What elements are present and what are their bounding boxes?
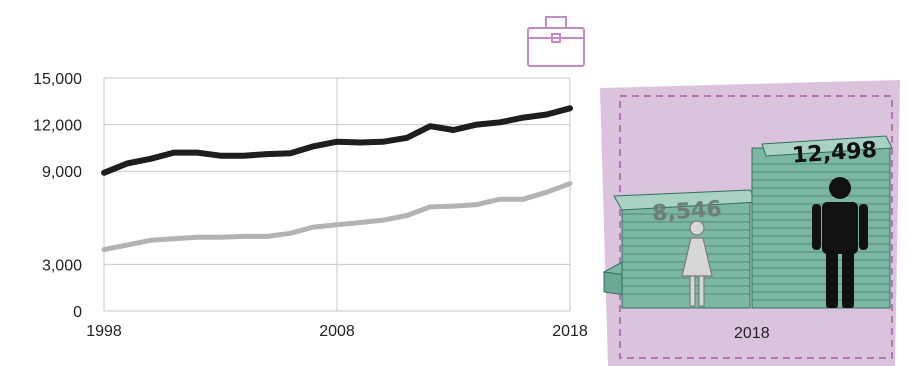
men-value-label: 12,498 <box>791 138 877 169</box>
y-axis: 15,000 12,000 9,000 3,000 0 <box>33 71 82 321</box>
panel-dashed-border <box>619 95 893 359</box>
man-icon <box>812 177 868 308</box>
series-line-men <box>101 105 573 176</box>
y-tick-label: 15,000 <box>33 71 82 88</box>
x-axis: 1998 2008 2018 <box>86 323 588 340</box>
woman-icon <box>681 220 713 307</box>
y-tick-label: 0 <box>73 304 82 321</box>
y-tick-label: 9,000 <box>42 164 82 181</box>
y-tick-label: 3,000 <box>42 257 82 274</box>
comparison-panel: 8,546 12,498 2018 <box>600 80 900 366</box>
x-tick-label: 2018 <box>552 323 588 340</box>
women-value-label: 8,546 <box>651 197 722 227</box>
y-tick-label: 12,000 <box>33 118 82 135</box>
women-cash-stack <box>602 189 759 309</box>
briefcase-icon <box>527 16 585 67</box>
x-tick-label: 1998 <box>86 323 122 340</box>
series-group <box>101 105 573 253</box>
series-line-women <box>101 181 573 253</box>
chart-grid <box>103 77 571 312</box>
comparison-year-label: 2018 <box>734 325 770 342</box>
x-tick-label: 2008 <box>319 323 355 340</box>
